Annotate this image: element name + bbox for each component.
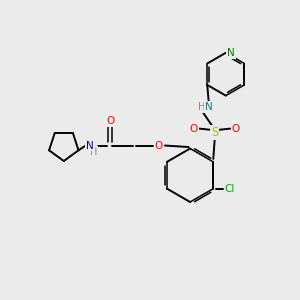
- Text: Cl: Cl: [224, 184, 235, 194]
- Text: H: H: [198, 102, 205, 112]
- Text: O: O: [155, 140, 163, 151]
- Text: O: O: [106, 116, 114, 126]
- Text: O: O: [190, 124, 198, 134]
- Text: O: O: [232, 124, 240, 134]
- Text: S: S: [211, 126, 218, 139]
- Text: N: N: [86, 140, 94, 151]
- Text: N: N: [205, 102, 213, 112]
- Text: N: N: [227, 48, 235, 58]
- Text: H: H: [90, 147, 97, 157]
